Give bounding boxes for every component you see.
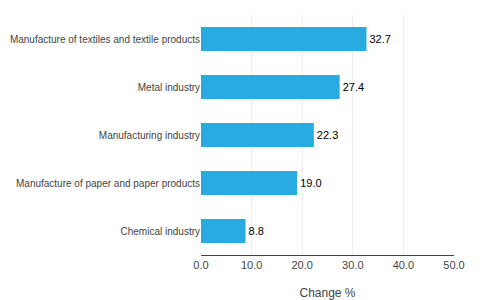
svg-text:50.0: 50.0 (443, 259, 464, 271)
svg-text:Manufacture of paper and paper: Manufacture of paper and paper products (16, 178, 200, 189)
svg-text:10.0: 10.0 (241, 259, 262, 271)
svg-text:40.0: 40.0 (393, 259, 414, 271)
svg-text:19.0: 19.0 (300, 177, 321, 189)
svg-text:0.0: 0.0 (193, 259, 208, 271)
svg-text:Manufacture of textiles and te: Manufacture of textiles and textile prod… (10, 34, 200, 45)
svg-text:Change %: Change % (299, 286, 355, 300)
svg-text:30.0: 30.0 (342, 259, 363, 271)
svg-text:Manufacturing industry: Manufacturing industry (99, 130, 200, 141)
svg-text:27.4: 27.4 (343, 81, 364, 93)
svg-text:8.8: 8.8 (249, 225, 264, 237)
svg-text:22.3: 22.3 (317, 129, 338, 141)
svg-text:20.0: 20.0 (291, 259, 312, 271)
svg-text:Chemical industry: Chemical industry (121, 226, 200, 237)
svg-text:32.7: 32.7 (369, 33, 390, 45)
svg-text:Metal industry: Metal industry (138, 82, 200, 93)
